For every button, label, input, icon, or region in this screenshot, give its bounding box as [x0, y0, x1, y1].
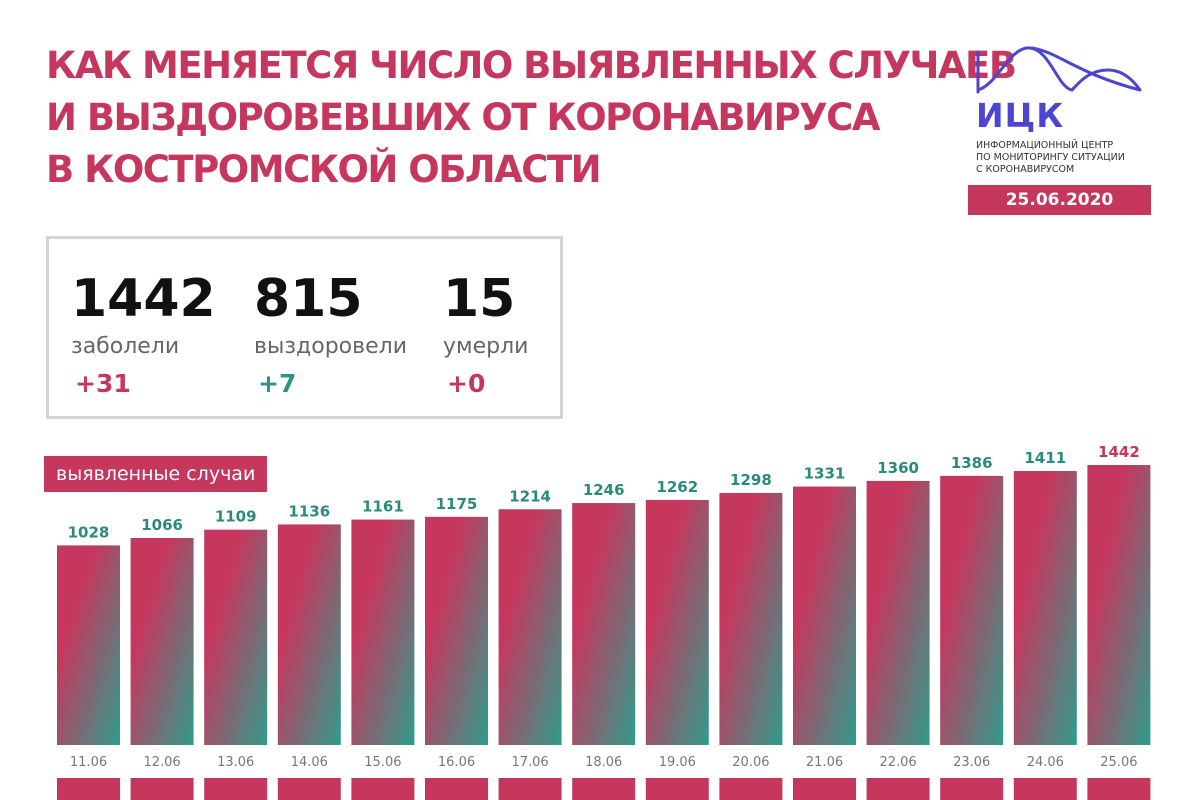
category-label: 11.06 — [70, 755, 107, 770]
value-label: 1136 — [288, 502, 330, 520]
bar-20.06 — [719, 492, 783, 745]
stat-recovered-delta: +7 — [258, 369, 297, 398]
category-label: 21.06 — [806, 755, 843, 770]
bar-12.06 — [130, 538, 194, 745]
value-label: 1411 — [1024, 449, 1066, 467]
lower-bar-stub — [204, 778, 268, 800]
value-label: 1386 — [951, 454, 993, 472]
stat-infected-delta: +31 — [75, 369, 131, 398]
bar-21.06 — [793, 486, 856, 745]
bar-15.06 — [351, 519, 415, 745]
lower-bar-stub — [645, 778, 709, 800]
logo-description: ИНФОРМАЦИОННЫЙ ЦЕНТР ПО МОНИТОРИНГУ СИТУ… — [976, 140, 1166, 176]
bar-25.06 — [1087, 465, 1151, 745]
stats-panel: 1442 заболели +31 815 выздоровели +7 15 … — [46, 236, 563, 419]
logo-desc-line-2: ПО МОНИТОРИНГУ СИТУАЦИИ — [976, 152, 1125, 163]
category-label: 15.06 — [364, 755, 401, 770]
logo-abbr: ИЦК — [976, 96, 1065, 135]
bar-11.06 — [57, 545, 120, 745]
bar-23.06 — [940, 475, 1004, 745]
stat-recovered-label: выздоровели — [254, 334, 407, 359]
value-label: 1175 — [436, 495, 478, 513]
lower-bar-stub — [940, 778, 1004, 800]
lower-bar-stub — [130, 778, 194, 800]
category-label: 20.06 — [732, 755, 769, 770]
stat-infected-label: заболели — [71, 334, 180, 359]
value-label: 1214 — [509, 487, 551, 505]
page-title: КАК МЕНЯЕТСЯ ЧИСЛО ВЫЯВЛЕННЫХ СЛУЧАЕВ И … — [46, 40, 1017, 196]
value-label: 1028 — [68, 523, 110, 541]
stat-infected-value: 1442 — [71, 269, 216, 329]
lower-bar-stub — [57, 778, 120, 800]
lower-bar-stub — [572, 778, 636, 800]
bar-19.06 — [645, 499, 709, 745]
lower-bar-stub — [719, 778, 783, 800]
lower-bar-stub — [277, 778, 341, 800]
value-label: 1331 — [804, 465, 846, 483]
bar-14.06 — [277, 524, 341, 745]
logo-desc-line-3: С КОРОНАВИРУСОМ — [976, 164, 1075, 175]
stat-deaths-value: 15 — [443, 269, 516, 329]
lower-bar-stub — [1087, 778, 1151, 800]
lower-bar-stub — [498, 778, 562, 800]
logo-desc-line-1: ИНФОРМАЦИОННЫЙ ЦЕНТР — [976, 140, 1114, 151]
category-label: 25.06 — [1100, 755, 1137, 770]
series-label: выявленные случаи — [44, 456, 268, 492]
stat-deaths-label: умерли — [443, 334, 529, 359]
category-label: 16.06 — [438, 755, 475, 770]
lower-bar-stub — [351, 778, 415, 800]
category-label: 19.06 — [659, 755, 696, 770]
category-label: 14.06 — [291, 755, 328, 770]
category-label: 18.06 — [585, 755, 622, 770]
bar-24.06 — [1013, 471, 1077, 745]
category-label: 17.06 — [511, 755, 548, 770]
category-label: 12.06 — [143, 755, 180, 770]
category-label: 24.06 — [1027, 755, 1064, 770]
value-label: 1360 — [877, 459, 919, 477]
logo-wave-icon — [976, 46, 1142, 94]
value-label: 1066 — [141, 516, 183, 534]
category-label: 23.06 — [953, 755, 990, 770]
value-label: 1109 — [215, 508, 257, 526]
title-line-3: В КОСТРОМСКОЙ ОБЛАСТИ — [46, 148, 602, 191]
lower-bar-stub — [1013, 778, 1077, 800]
date-badge: 25.06.2020 — [968, 185, 1151, 215]
value-label: 1298 — [730, 471, 772, 489]
stat-deaths-delta: +0 — [447, 369, 486, 398]
category-label: 22.06 — [879, 755, 916, 770]
stat-recovered-value: 815 — [254, 269, 363, 329]
bar-13.06 — [204, 529, 268, 745]
lower-bar-stub — [866, 778, 930, 800]
title-line-1: КАК МЕНЯЕТСЯ ЧИСЛО ВЫЯВЛЕННЫХ СЛУЧАЕВ — [46, 44, 1017, 87]
category-label: 13.06 — [217, 755, 254, 770]
bar-17.06 — [498, 509, 562, 745]
bar-16.06 — [425, 516, 488, 745]
title-line-2: И ВЫЗДОРОВЕВШИХ ОТ КОРОНАВИРУСА — [46, 96, 880, 139]
lower-bar-stub — [793, 778, 856, 800]
bar-22.06 — [866, 480, 930, 745]
bar-18.06 — [572, 503, 636, 745]
logo: ИЦК ИНФОРМАЦИОННЫЙ ЦЕНТР ПО МОНИТОРИНГУ … — [968, 44, 1158, 175]
value-label: 1161 — [362, 498, 404, 516]
value-label: 1442 — [1098, 443, 1140, 461]
value-label: 1262 — [656, 478, 698, 496]
value-label: 1246 — [583, 481, 625, 499]
lower-bar-stub — [425, 778, 488, 800]
